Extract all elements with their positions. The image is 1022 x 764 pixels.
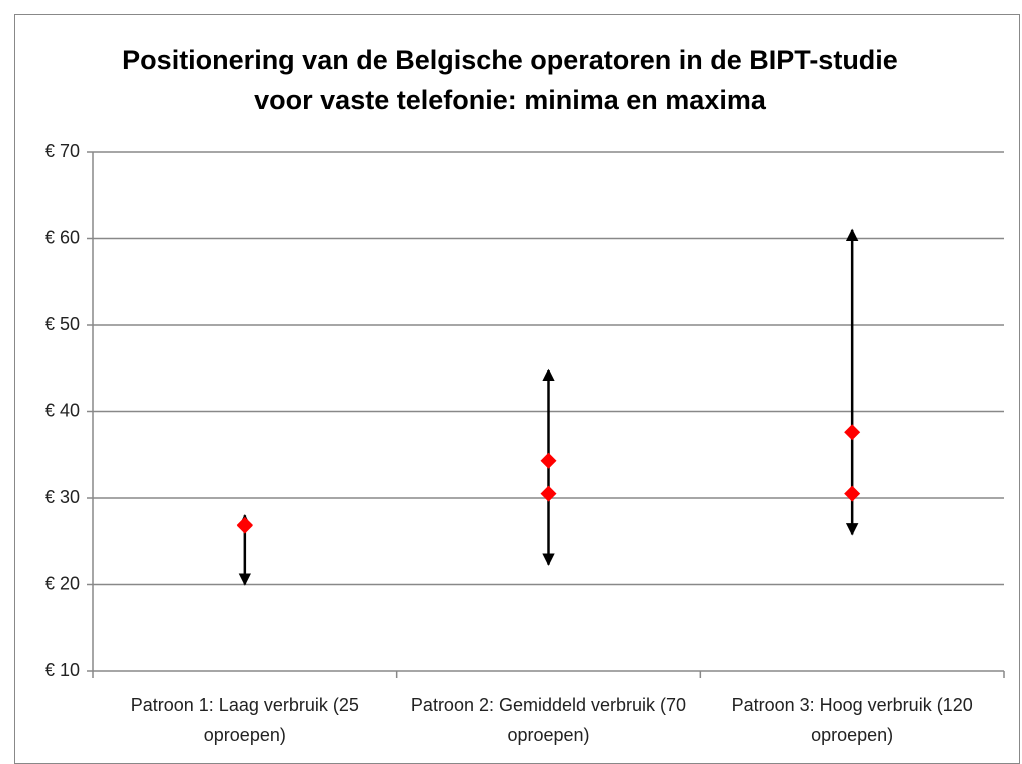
chart-title: Positionering van de Belgische operatore… — [122, 45, 898, 115]
y-tick-label: € 20 — [45, 573, 80, 593]
y-tick-label: € 30 — [45, 487, 80, 507]
point — [236, 516, 253, 533]
y-tick-label: € 60 — [45, 227, 80, 247]
y-tick-label: € 50 — [45, 314, 80, 334]
x-tick-label: Patroon 2: Gemiddeld verbruik (70 oproep… — [410, 695, 687, 745]
point — [844, 424, 861, 441]
x-tick-label: Patroon 3: Hoog verbruik (120 oproepen) — [731, 695, 973, 745]
y-tick-label: € 70 — [45, 141, 80, 161]
x-tick-label: Patroon 1: Laag verbruik (25 oproepen) — [130, 695, 359, 745]
point — [540, 485, 557, 502]
y-tick-label: € 10 — [45, 660, 80, 680]
y-tick-label: € 40 — [45, 400, 80, 420]
point — [844, 485, 861, 502]
point — [540, 452, 557, 469]
